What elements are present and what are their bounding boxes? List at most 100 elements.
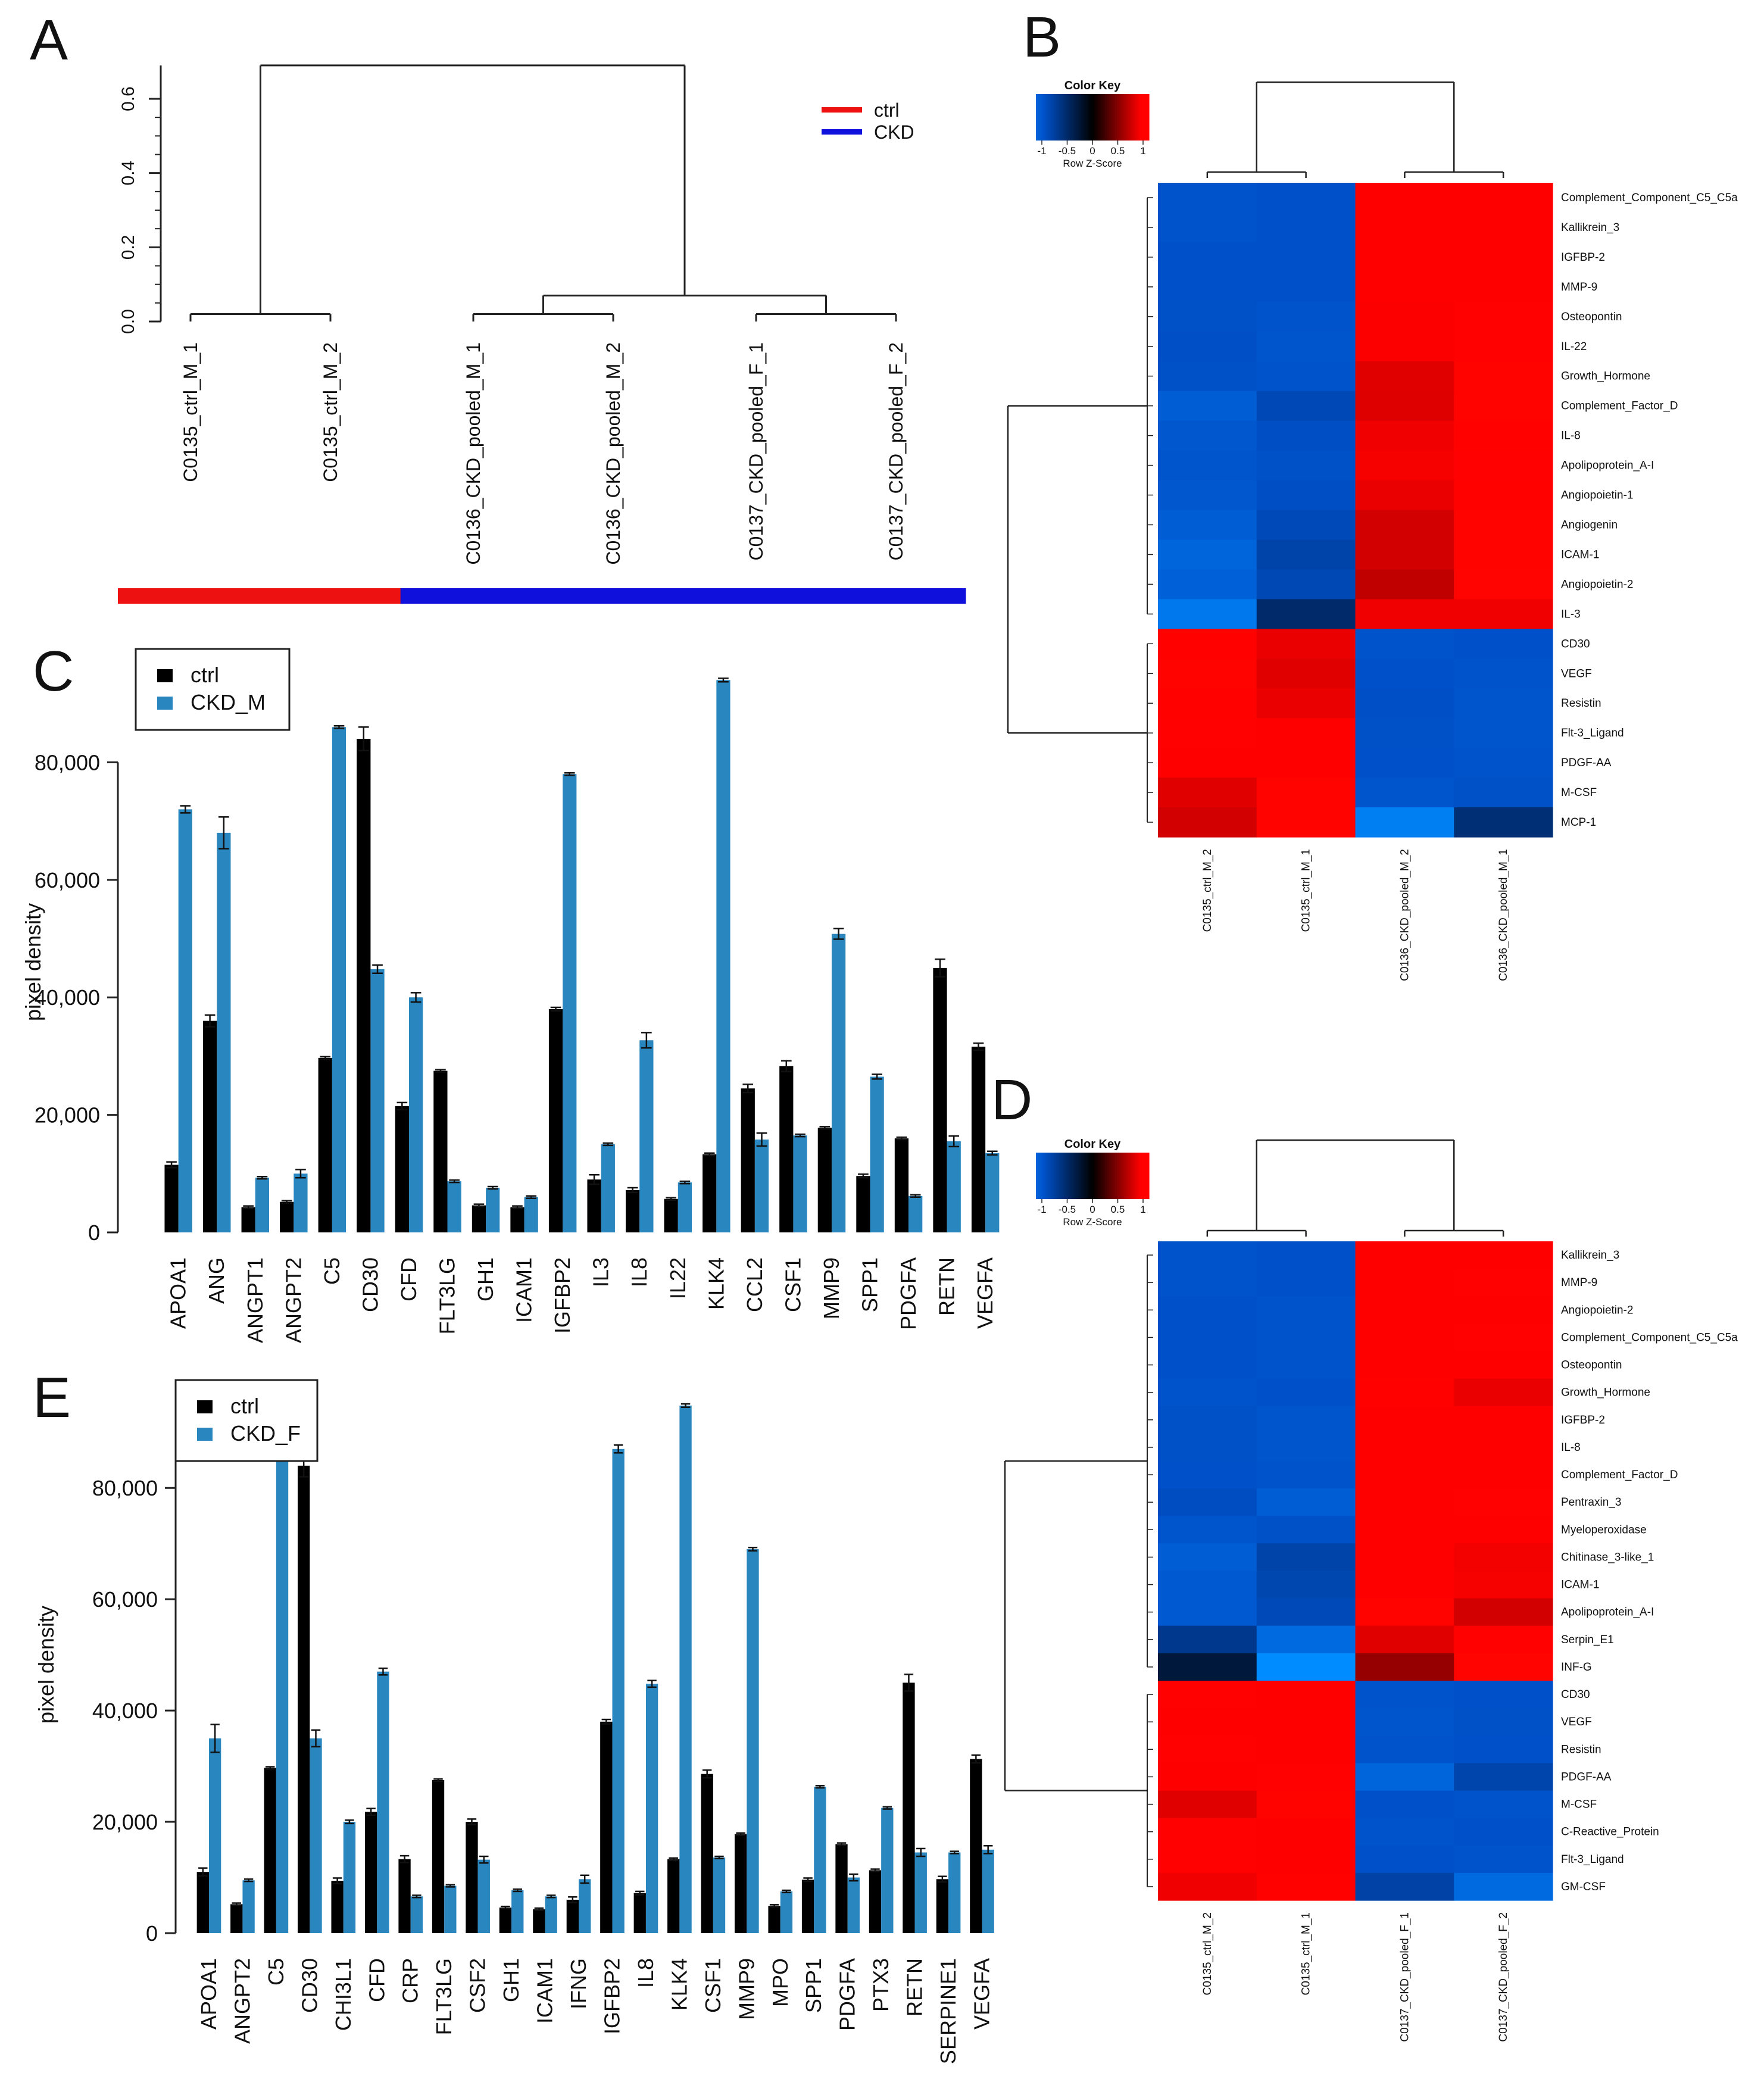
x-axis-category-label: KLK4 bbox=[667, 1958, 691, 2011]
color-key-gradient-stop bbox=[1106, 94, 1108, 141]
heatmap-cell bbox=[1256, 301, 1356, 332]
bar-ctrl bbox=[903, 1682, 915, 1933]
color-key-gradient-stop bbox=[1064, 1153, 1067, 1199]
color-key-gradient-stop bbox=[1145, 94, 1148, 141]
legend-swatch-ctrl bbox=[157, 669, 173, 682]
bar-ckd-m bbox=[677, 1182, 692, 1232]
heatmap-cell bbox=[1355, 807, 1454, 838]
heatmap-cell bbox=[1158, 450, 1257, 481]
heatmap-cell bbox=[1454, 1818, 1553, 1846]
color-key-gradient-stop bbox=[1141, 94, 1144, 141]
heatmap-cell bbox=[1355, 1735, 1454, 1763]
heatmap-row-label: Myeloperoxidase bbox=[1561, 1524, 1647, 1536]
heatmap-cell bbox=[1454, 1516, 1553, 1544]
color-key-gradient-stop bbox=[1077, 94, 1080, 141]
heatmap-row-label: IL-8 bbox=[1561, 1441, 1581, 1454]
heatmap-cell bbox=[1454, 1296, 1553, 1324]
heatmap-cell bbox=[1454, 450, 1553, 481]
x-axis-category-label: SERPINE1 bbox=[936, 1958, 960, 2064]
heatmap-row-label: IL-8 bbox=[1561, 430, 1581, 442]
y-axis-tick-label: 60,000 bbox=[92, 1587, 158, 1612]
color-key-gradient-stop bbox=[1087, 94, 1089, 141]
heatmap-cell bbox=[1355, 1323, 1454, 1352]
legend-label-ckd-m: CKD_M bbox=[191, 690, 266, 714]
bar-ctrl bbox=[835, 1844, 848, 1933]
color-key-gradient-stop bbox=[1117, 1153, 1119, 1199]
bar-ctrl bbox=[432, 1780, 445, 1933]
bar-ctrl bbox=[600, 1721, 613, 1933]
color-key-tick-label: 1 bbox=[1140, 145, 1145, 157]
heatmap-cell bbox=[1256, 1269, 1356, 1297]
heatmap-cell bbox=[1454, 183, 1553, 213]
bar-ckd-m bbox=[870, 1076, 884, 1232]
color-key-tick-label: 0 bbox=[1089, 1204, 1095, 1215]
heatmap-cell bbox=[1454, 1653, 1553, 1681]
heatmap-cell bbox=[1158, 1681, 1257, 1709]
legend-label-ckd: CKD bbox=[874, 121, 914, 143]
color-key-gradient-stop bbox=[1119, 1153, 1122, 1199]
x-axis-category-label: ANGPT2 bbox=[230, 1958, 254, 2044]
color-key-gradient-stop bbox=[1113, 94, 1116, 141]
bar-ctrl bbox=[566, 1899, 579, 1933]
heatmap-cell bbox=[1158, 391, 1257, 422]
heatmap-cell bbox=[1454, 807, 1553, 838]
color-key-gradient-stop bbox=[1104, 1153, 1106, 1199]
heatmap-cell bbox=[1158, 1818, 1257, 1846]
x-axis-category-label: KLK4 bbox=[704, 1257, 728, 1310]
y-axis-title: pixel density bbox=[21, 903, 45, 1021]
color-key-gradient-stop bbox=[1045, 94, 1048, 141]
heatmap-cell bbox=[1454, 1735, 1553, 1763]
heatmap-cell bbox=[1158, 569, 1257, 600]
heatmap-cell bbox=[1454, 1571, 1553, 1599]
y-axis-tick-label: 20,000 bbox=[35, 1103, 100, 1128]
heatmap-cell bbox=[1355, 1872, 1454, 1901]
x-axis-category-label: PDGFA bbox=[835, 1958, 860, 2031]
heatmap-cell bbox=[1256, 629, 1356, 659]
color-key-gradient-stop bbox=[1059, 94, 1061, 141]
heatmap-cell bbox=[1158, 361, 1257, 392]
heatmap-cell bbox=[1355, 539, 1454, 570]
x-axis-category-label: IGFBP2 bbox=[600, 1958, 624, 2034]
color-key-gradient-stop bbox=[1100, 94, 1103, 141]
bar-ckd-f bbox=[545, 1896, 557, 1933]
x-axis-category-label: CFD bbox=[364, 1958, 389, 2002]
color-key-gradient-stop bbox=[1132, 1153, 1135, 1199]
heatmap-cell bbox=[1158, 688, 1257, 719]
bar-ckd-m bbox=[524, 1197, 538, 1232]
color-key-tick-label: -1 bbox=[1037, 145, 1046, 157]
heatmap-cell bbox=[1256, 1625, 1356, 1654]
color-key-gradient-stop bbox=[1092, 1153, 1095, 1199]
heatmap-cell bbox=[1355, 1681, 1454, 1709]
heatmap-cell bbox=[1256, 1488, 1356, 1516]
color-key-gradient-stop bbox=[1096, 94, 1099, 141]
heatmap-cell bbox=[1256, 807, 1356, 838]
bar-ctrl bbox=[433, 1070, 448, 1232]
bar-ctrl bbox=[801, 1880, 814, 1933]
heatmap-cell bbox=[1256, 450, 1356, 481]
bar-ckd-f bbox=[410, 1896, 423, 1933]
leaf-label: C0136_CKD_pooled_M_2 bbox=[602, 342, 624, 565]
color-key-gradient-stop bbox=[1043, 1153, 1046, 1199]
color-key-axis-label: Row Z-Score bbox=[1063, 158, 1122, 169]
heatmap-cell bbox=[1454, 361, 1553, 392]
heatmap-row-label: INF-G bbox=[1561, 1661, 1592, 1674]
color-key-gradient-stop bbox=[1067, 94, 1070, 141]
color-key-gradient-stop bbox=[1098, 94, 1101, 141]
legend-label-ctrl: ctrl bbox=[191, 663, 219, 687]
heatmap-cell bbox=[1454, 718, 1553, 748]
panel-letter-e: E bbox=[33, 1366, 71, 1429]
heatmap-cell bbox=[1158, 807, 1257, 838]
heatmap-cell bbox=[1256, 331, 1356, 362]
legend-swatch-ckd-m bbox=[157, 697, 173, 710]
heatmap-cell bbox=[1158, 510, 1257, 541]
bar-ctrl bbox=[971, 1047, 986, 1232]
bar-ckd-f bbox=[747, 1549, 759, 1933]
color-key-gradient-stop bbox=[1090, 1153, 1093, 1199]
color-key-gradient-stop bbox=[1049, 1153, 1051, 1199]
heatmap-cell bbox=[1158, 1461, 1257, 1489]
color-key-gradient-stop bbox=[1039, 1153, 1042, 1199]
heatmap-cell bbox=[1454, 1406, 1553, 1434]
heatmap-cell bbox=[1158, 748, 1257, 778]
heatmap-cell bbox=[1158, 331, 1257, 362]
x-axis-category-label: ANGPT2 bbox=[281, 1257, 305, 1343]
